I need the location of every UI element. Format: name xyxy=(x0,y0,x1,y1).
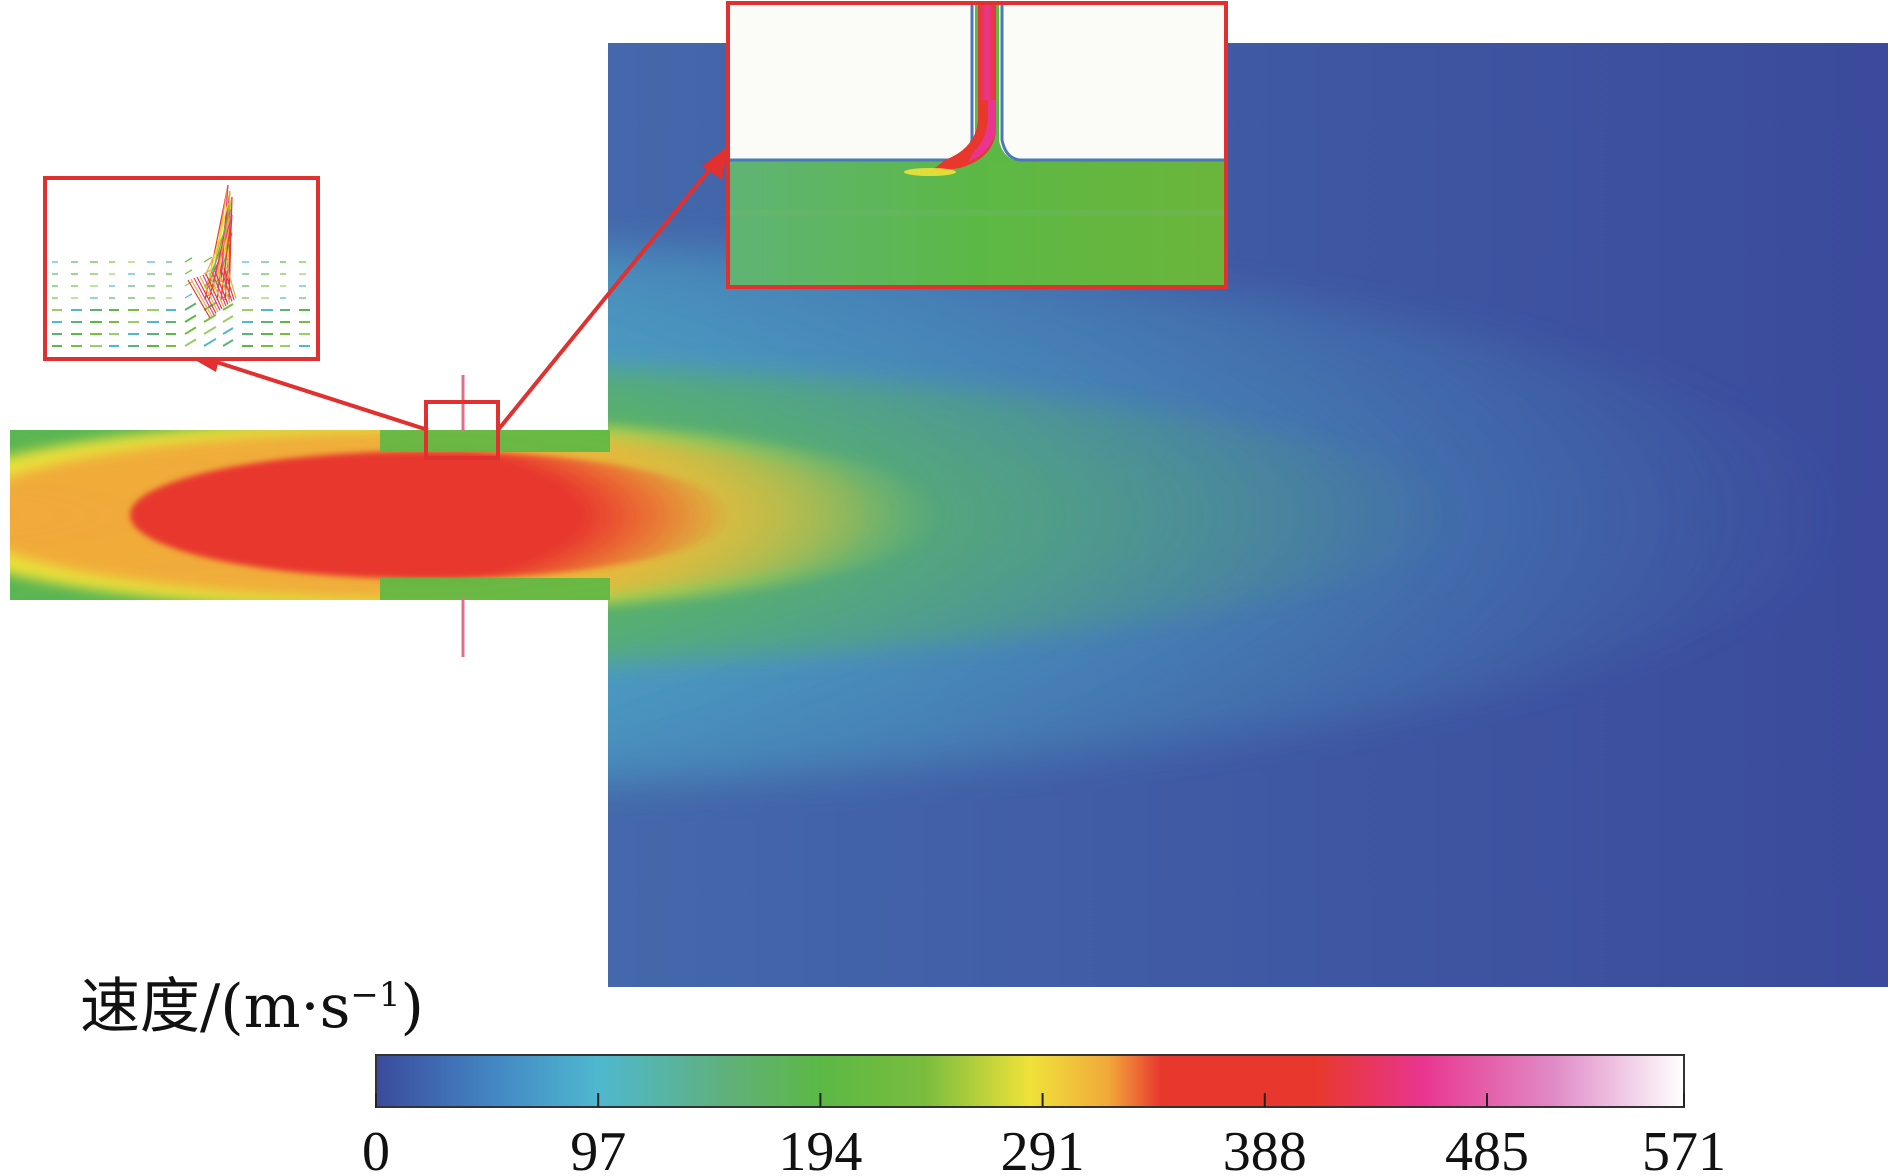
velocity-vector xyxy=(184,257,193,263)
velocity-vector xyxy=(214,270,229,305)
colorbar-ticks: 0 97 194 291 388 485 571 xyxy=(362,1093,1726,1176)
velocity-vectors xyxy=(52,184,310,347)
inset-nozzle-detail xyxy=(726,1,1228,289)
velocity-vector xyxy=(203,325,217,335)
velocity-vector xyxy=(184,293,193,299)
colorbar-tick-label: 97 xyxy=(570,1121,626,1176)
colorbar-tick-label: 0 xyxy=(362,1121,390,1176)
velocity-vector xyxy=(222,315,234,323)
velocity-vector xyxy=(184,314,197,323)
colorbar: 0 97 194 291 388 485 571 xyxy=(362,1054,1726,1176)
arrow-to-inset-left xyxy=(209,358,429,432)
colorbar-tick-label: 485 xyxy=(1445,1121,1529,1176)
colorbar-tick-label: 291 xyxy=(1001,1121,1085,1176)
colorbar-title: 速度/(m·s−1) xyxy=(80,958,424,1045)
velocity-vector xyxy=(208,272,225,308)
arrow-head-top xyxy=(702,146,728,180)
velocity-vector xyxy=(184,281,193,287)
velocity-vector xyxy=(184,338,197,347)
velocity-vector xyxy=(216,232,233,289)
velocity-vector xyxy=(203,337,217,347)
velocity-vector xyxy=(211,271,227,307)
colorbar-tick-label: 194 xyxy=(778,1121,862,1176)
inset-vector-field xyxy=(43,176,320,361)
velocity-vector xyxy=(208,208,231,289)
velocity-vector xyxy=(193,277,215,316)
velocity-vector xyxy=(190,278,213,317)
velocity-plume xyxy=(10,245,1850,785)
velocity-vector xyxy=(223,267,235,301)
velocity-vector xyxy=(222,327,234,335)
colorbar-tick-label: 388 xyxy=(1223,1121,1307,1176)
velocity-vector xyxy=(203,256,213,263)
colorbar-tick-label: 571 xyxy=(1642,1121,1726,1176)
velocity-vector xyxy=(228,196,233,301)
colorbar-title-unit: s xyxy=(319,972,351,1042)
velocity-vector xyxy=(222,303,234,311)
colorbar-title-exp: −1 xyxy=(350,975,401,1015)
velocity-vector xyxy=(202,274,221,311)
velocity-vector xyxy=(220,268,233,302)
velocity-vector xyxy=(199,275,219,313)
velocity-vector xyxy=(222,339,234,347)
velocity-vector xyxy=(187,279,211,319)
velocity-vector xyxy=(216,220,229,277)
velocity-vector xyxy=(203,313,217,323)
flow-domain xyxy=(10,43,1888,987)
colorbar-title-main: 速度/(m xyxy=(80,972,301,1042)
colorbar-gradient xyxy=(375,1054,1685,1108)
velocity-vector xyxy=(226,266,237,299)
velocity-vector xyxy=(222,293,230,299)
velocity-vector xyxy=(184,269,193,275)
velocity-vector xyxy=(205,273,223,310)
colorbar-title-dot: · xyxy=(300,972,320,1042)
velocity-vector xyxy=(217,269,231,304)
velocity-vector xyxy=(220,226,231,301)
colorbar-title-close: ) xyxy=(400,972,424,1042)
velocity-vector xyxy=(220,184,229,283)
arrow-to-inset-top xyxy=(496,162,716,432)
velocity-vector xyxy=(196,276,217,314)
velocity-vector xyxy=(184,326,197,335)
velocity-vector xyxy=(184,302,197,311)
